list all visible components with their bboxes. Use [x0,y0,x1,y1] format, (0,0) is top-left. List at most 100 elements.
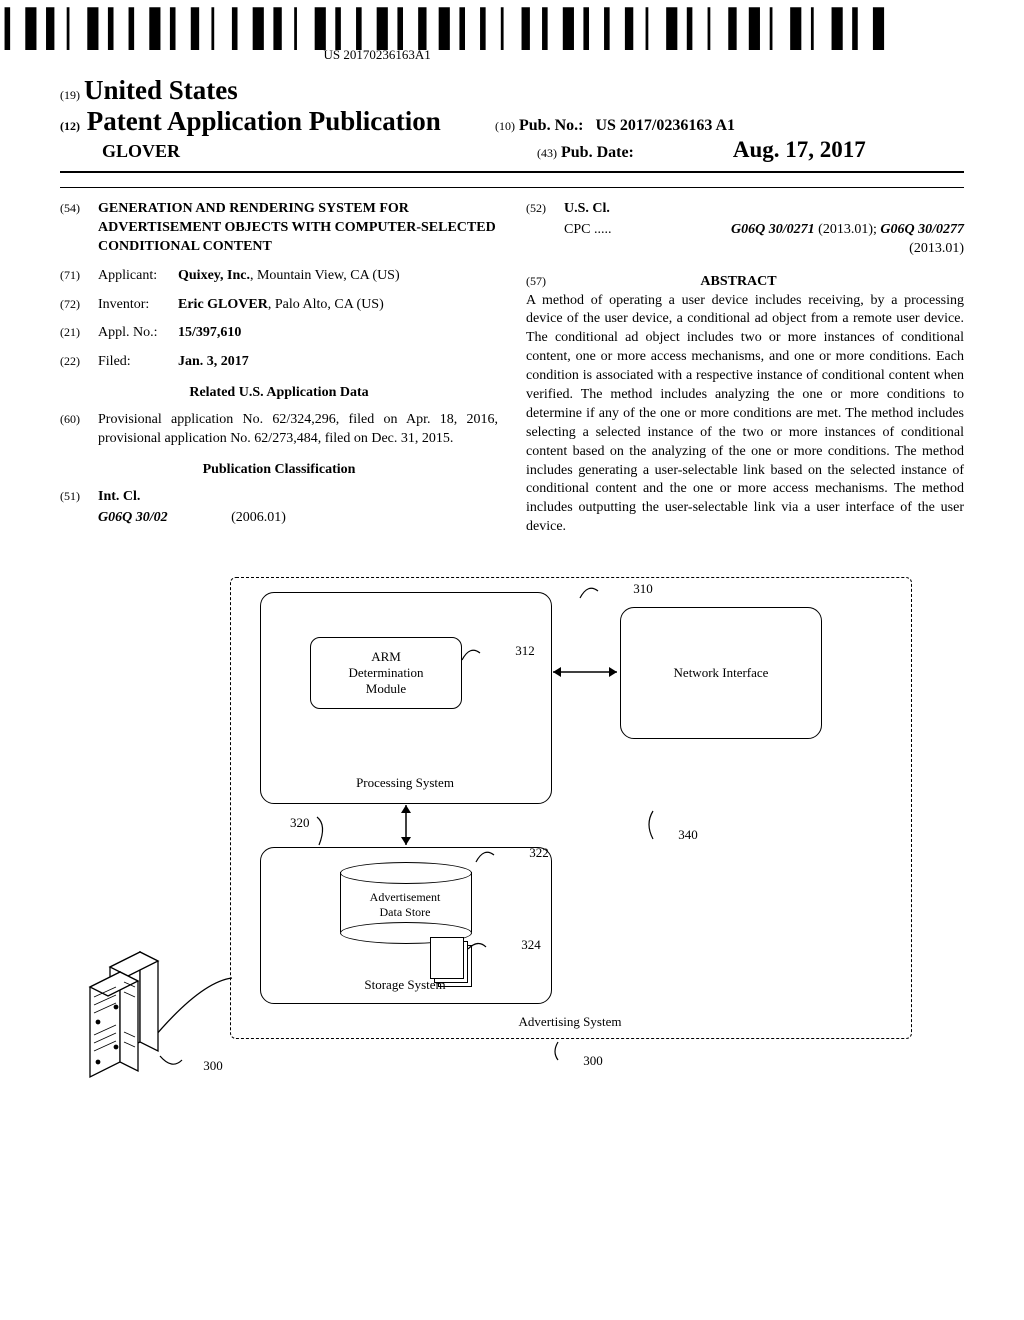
cpc-prefix: CPC ..... [564,221,611,240]
ref-312-text: 312 [515,643,535,658]
pub-no-label: Pub. No.: [519,117,583,134]
pub-no: US 2017/0236163 A1 [595,117,735,134]
ads-line2: Data Store [380,905,431,919]
ref-300b: 300 [550,1042,603,1066]
ref-322-text: 322 [529,845,549,860]
ref-300b-text: 300 [583,1053,603,1068]
pub-no-block: (10) Pub. No.: US 2017/0236163 A1 [495,117,735,135]
uscl-row: (52) U.S. Cl. [526,200,964,219]
provisional-text: Provisional application No. 62/324,296, … [98,411,498,449]
country-line: (19) United States [60,75,964,106]
ref-312: 312 [462,645,535,669]
code-21: (21) [60,324,98,343]
abstract-text: A method of operating a user device incl… [526,292,964,538]
figure: ARM Determination Module Processing Syst… [60,577,964,1117]
appl-row: (21) Appl. No.: 15/397,610 [60,324,498,343]
title-row: (54) GENERATION AND RENDERING SYSTEM FOR… [60,200,498,257]
applicant-label: Applicant: [98,267,178,286]
arm-line3: Module [311,681,461,697]
author-name: GLOVER [60,141,527,162]
inventor-rest: , Palo Alto, CA (US) [268,297,384,312]
network-interface-box: Network Interface [620,607,822,739]
cpc-line: CPC ..... G06Q 30/0271 (2013.01); G06Q 3… [526,221,964,259]
ref-340: 340 [645,809,698,843]
bibliographic-columns: (54) GENERATION AND RENDERING SYSTEM FOR… [60,200,964,537]
inventor-label: Inventor: [98,296,178,315]
intcl-label-text: Int. Cl. [98,489,140,504]
code-10: (10) [495,119,515,133]
cpc1-year: (2013.01); [818,222,877,237]
arm-line2: Determination [311,665,461,681]
intcl-year: (2006.01) [231,510,286,525]
code-51: (51) [60,488,98,507]
abstract-header: (57) ABSTRACT [526,273,964,292]
header: (19) United States (12) Patent Applicati… [60,75,964,163]
ref-324-text: 324 [521,937,541,952]
filed-label: Filed: [98,353,178,372]
uscl-label-text: U.S. Cl. [564,201,610,216]
server-icon [80,947,170,1092]
uscl-label: U.S. Cl. [564,200,964,219]
code-60: (60) [60,411,98,449]
filed-date-value: Jan. 3, 2017 [178,354,249,369]
ref-310: 310 [580,583,653,607]
cpc2-year: (2013.01) [909,241,964,256]
appl-label: Appl. No.: [98,324,178,343]
left-column: (54) GENERATION AND RENDERING SYSTEM FOR… [60,200,498,537]
country: United States [84,75,238,105]
ads-line1: Advertisement [370,890,441,904]
applicant-name: Quixey, Inc. [178,268,250,283]
appl-no: 15/397,610 [178,324,498,343]
ref-340-text: 340 [678,827,698,842]
pub-class-title: Publication Classification [60,461,498,480]
barcode: ▌▎▎▌▍▏▌▎▌▍▏▌▎▎▌▎▍▏▎▌▍▏▌▎▎▌▎▍▌▎▎▏▍▎▌▎▎▍▏▌… [0,15,894,45]
abstract-title: ABSTRACT [520,273,958,292]
ref-320-text: 320 [290,815,310,830]
ref-324: 324 [468,937,541,961]
advertising-system-label: Advertising System [230,1014,910,1030]
processing-system-label: Processing System [260,775,550,791]
right-column: (52) U.S. Cl. CPC ..... G06Q 30/0271 (20… [526,200,964,537]
cpc2: G06Q 30/0277 [880,222,964,237]
arm-line1: ARM [311,649,461,665]
related-data-title: Related U.S. Application Data [60,384,498,403]
patent-page: ▌▎▎▌▍▏▌▎▌▍▏▌▎▎▌▎▍▏▎▌▍▏▌▎▎▌▎▍▌▎▎▏▍▎▌▎▎▍▏▌… [0,0,1024,1157]
code-54: (54) [60,200,98,257]
storage-system-label: Storage System [260,977,550,993]
arm-module-box: ARM Determination Module [310,637,462,709]
applicant-row: (71) Applicant: Quixey, Inc., Mountain V… [60,267,498,286]
inventor: Eric GLOVER, Palo Alto, CA (US) [178,296,498,315]
code-72: (72) [60,296,98,315]
ref-310-text: 310 [633,581,653,596]
publication-type: Patent Application Publication [87,106,441,136]
applicant: Quixey, Inc., Mountain View, CA (US) [178,267,498,286]
pub-date: Aug. 17, 2017 [733,137,866,162]
code-43: (43) [537,146,557,160]
pub-date-block: (43) Pub. Date: Aug. 17, 2017 [537,137,866,163]
data-store-cylinder: Advertisement Data Store [340,862,470,942]
ref-320: 320 [290,815,343,849]
pub-date-label: Pub. Date: [561,144,634,161]
filed-date: Jan. 3, 2017 [178,353,498,372]
arrow-proc-net [551,662,621,682]
barcode-block: ▌▎▎▌▍▏▌▎▌▍▏▌▎▎▌▎▍▏▎▌▍▏▌▎▎▌▎▍▌▎▎▏▍▎▌▎▎▍▏▌… [0,15,894,63]
rule-top [60,171,964,173]
inventor-name: Eric GLOVER [178,297,268,312]
arrow-proc-storage [396,803,416,847]
code-22: (22) [60,353,98,372]
code-71: (71) [60,267,98,286]
pub-type-line: (12) Patent Application Publication (10)… [60,106,964,137]
inventor-row: (72) Inventor: Eric GLOVER, Palo Alto, C… [60,296,498,315]
intcl-code-row: G06Q 30/02 (2006.01) [60,509,498,528]
network-interface-label: Network Interface [674,665,769,681]
intcl-label: Int. Cl. [98,488,498,507]
appl-no-value: 15/397,610 [178,325,241,340]
code-52: (52) [526,200,564,219]
ref-322: 322 [476,847,549,871]
ref-300a-text: 300 [203,1058,223,1073]
cpc1: G06Q 30/0271 [731,222,815,237]
data-store-label: Advertisement Data Store [340,890,470,919]
provisional-row: (60) Provisional application No. 62/324,… [60,411,498,449]
applicant-rest: , Mountain View, CA (US) [250,268,400,283]
rule-thin [60,187,964,188]
